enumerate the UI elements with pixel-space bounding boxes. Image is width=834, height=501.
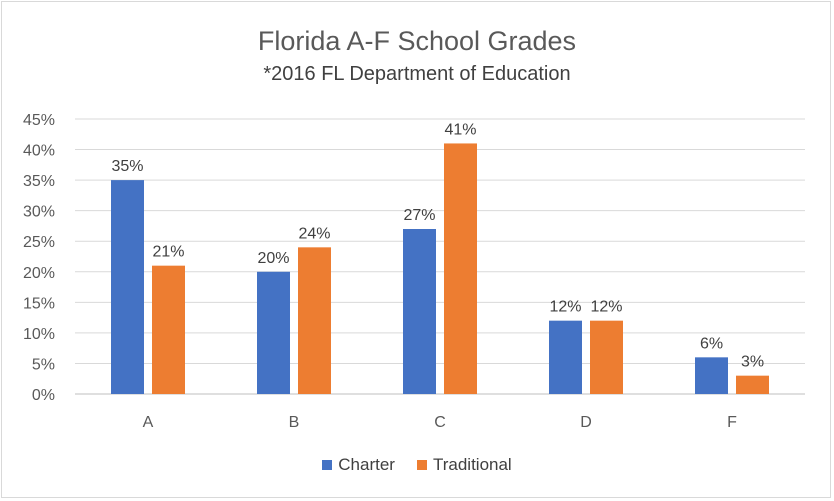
x-tick-label: F	[727, 414, 737, 431]
y-tick-label: 45%	[23, 112, 55, 129]
data-label: 12%	[590, 299, 622, 316]
bar-traditional-a	[152, 265, 185, 394]
y-tick-label: 10%	[23, 326, 55, 343]
legend-label-charter: Charter	[338, 455, 395, 474]
y-tick-label: 15%	[23, 295, 55, 312]
bar-charter-b	[257, 271, 290, 394]
y-tick-label: 20%	[23, 265, 55, 282]
legend-label-traditional: Traditional	[432, 455, 512, 474]
legend-swatch-traditional	[416, 460, 427, 470]
x-tick-label: C	[434, 414, 446, 431]
bar-traditional-c	[444, 143, 477, 394]
bar-traditional-d	[590, 320, 623, 394]
legend: Charter Traditional	[0, 455, 834, 475]
y-tick-label: 35%	[23, 173, 55, 190]
data-label: 3%	[741, 354, 764, 371]
chart-subtitle: *2016 FL Department of Education	[263, 63, 571, 85]
x-tick-label: A	[143, 414, 154, 431]
bar-charter-c	[403, 229, 436, 394]
data-label: 27%	[403, 207, 435, 224]
y-tick-label: 30%	[23, 204, 55, 221]
bar-traditional-f	[736, 375, 769, 394]
bar-traditional-b	[298, 247, 331, 394]
data-label: 24%	[298, 225, 330, 242]
bar-charter-f	[695, 357, 728, 394]
legend-item-charter: Charter	[322, 455, 395, 475]
x-tick-label: B	[289, 414, 300, 431]
data-label: 35%	[111, 158, 143, 175]
data-label: 20%	[257, 250, 289, 267]
legend-item-traditional: Traditional	[416, 455, 512, 475]
data-label: 21%	[152, 244, 184, 261]
data-label: 41%	[444, 121, 476, 138]
chart-title: Florida A-F School Grades	[257, 26, 577, 56]
y-tick-label: 5%	[32, 356, 55, 373]
bar-charter-a	[111, 180, 144, 394]
legend-swatch-charter	[322, 460, 333, 470]
bar-charter-d	[549, 320, 582, 394]
x-tick-label: D	[580, 414, 592, 431]
data-label: 6%	[700, 335, 723, 352]
data-label: 12%	[549, 299, 581, 316]
y-tick-label: 25%	[23, 234, 55, 251]
y-tick-label: 0%	[32, 387, 55, 404]
y-tick-label: 40%	[23, 143, 55, 160]
